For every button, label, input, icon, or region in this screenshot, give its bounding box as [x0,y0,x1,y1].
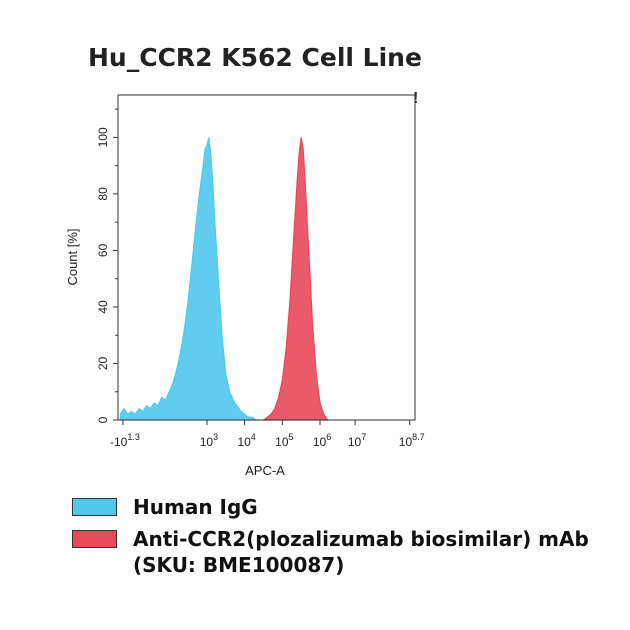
y-axis-label: Count [%] [65,228,80,285]
y-tick-label: 0 [96,416,110,423]
y-tick-label: 100 [96,127,110,147]
x-tick-label: 103 [200,432,218,449]
x-tick-exponent: 4 [251,432,256,442]
x-tick-label: 107 [348,432,366,449]
y-tick-label: 80 [96,187,110,201]
x-tick-exponent: 7 [361,432,366,442]
legend: Human IgG Anti-CCR2(plozalizumab biosimil… [72,494,612,584]
x-tick-base: 10 [348,435,362,449]
x-tick-exponent: 6 [326,432,331,442]
y-tick-label: 20 [96,356,110,370]
x-tick-label: 108.7 [399,432,425,449]
x-tick-label: 106 [313,432,331,449]
x-tick-base: 10 [237,435,251,449]
x-tick-label: 105 [275,432,293,449]
x-tick-label: -101.3 [110,432,140,449]
x-tick-base: 10 [275,435,289,449]
x-tick-base: 10 [313,435,327,449]
chart-title: Hu_CCR2 K562 Cell Line [88,43,422,72]
x-tick-exponent: 1.3 [127,432,140,442]
x-tick-base: 10 [399,435,413,449]
histogram-area [263,137,329,421]
x-tick-base: 10 [200,435,214,449]
annotation: ! [413,90,418,107]
legend-swatch [72,530,117,548]
x-tick-exponent: 5 [289,432,294,442]
legend-label: Human IgG [133,495,258,519]
legend-swatch [72,498,117,516]
x-tick-exponent: 3 [213,432,218,442]
y-tick-label: 60 [96,243,110,257]
x-tick-base: -10 [110,435,128,449]
histogram-area [119,137,260,421]
x-tick-exponent: 8.7 [412,432,425,442]
y-tick-label: 40 [96,300,110,314]
x-tick-label: 104 [237,432,255,449]
legend-item: Human IgG [72,494,612,520]
x-axis-label: APC-A [245,463,285,478]
plot-frame [117,94,416,421]
legend-label: Anti-CCR2(plozalizumab biosimilar) mAb (… [133,527,589,577]
legend-item: Anti-CCR2(plozalizumab biosimilar) mAb (… [72,526,612,578]
